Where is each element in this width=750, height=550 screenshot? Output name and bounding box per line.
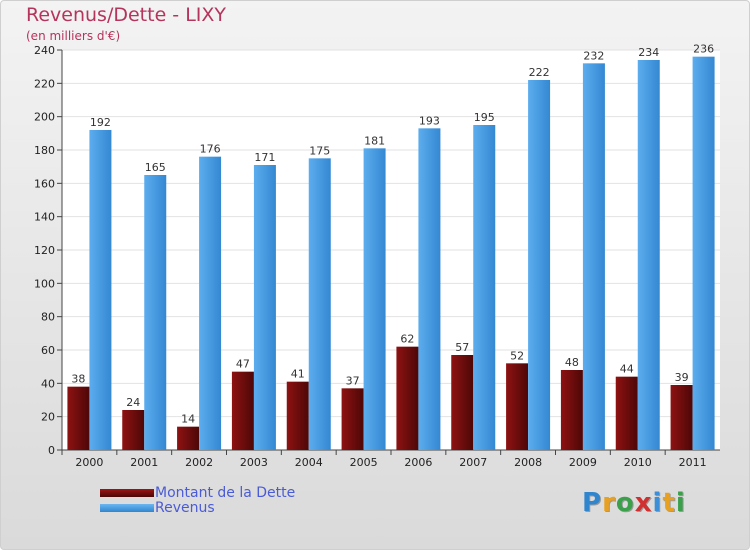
data-label: 192 xyxy=(90,116,111,129)
bar-dette xyxy=(560,370,583,450)
bar-revenus xyxy=(473,125,496,450)
x-tick-label: 2011 xyxy=(679,456,707,469)
bar-dette xyxy=(506,363,529,450)
bar-revenus xyxy=(253,165,276,450)
bar-dette xyxy=(341,388,364,450)
data-label: 39 xyxy=(675,371,689,384)
x-tick-label: 2003 xyxy=(240,456,268,469)
logo-letter: r xyxy=(602,488,616,518)
data-label: 175 xyxy=(309,144,330,157)
legend-label-revenus: Revenus xyxy=(155,500,215,516)
y-tick-label: 240 xyxy=(34,44,55,57)
proxiti-logo: Proxiti xyxy=(582,488,686,518)
data-label: 47 xyxy=(236,358,250,371)
data-label: 171 xyxy=(254,151,275,164)
bar-revenus xyxy=(637,60,660,450)
data-label: 181 xyxy=(364,134,385,147)
x-tick-label: 2009 xyxy=(569,456,597,469)
y-tick-label: 0 xyxy=(48,444,55,457)
data-label: 41 xyxy=(291,368,305,381)
bar-dette xyxy=(67,386,90,450)
bar-dette xyxy=(451,355,474,450)
bar-revenus xyxy=(144,175,167,450)
data-label: 234 xyxy=(638,46,659,59)
logo-letter: i xyxy=(652,488,663,518)
chart-subtitle: (en milliers d'€) xyxy=(26,29,121,43)
bar-dette xyxy=(177,426,200,450)
bar-dette xyxy=(615,376,638,450)
data-label: 37 xyxy=(346,374,360,387)
data-label: 24 xyxy=(126,396,140,409)
data-label: 193 xyxy=(419,114,440,127)
x-tick-label: 2000 xyxy=(75,456,103,469)
bar-dette xyxy=(670,385,693,450)
data-label: 52 xyxy=(510,349,524,362)
logo-letter: i xyxy=(675,488,686,518)
y-tick-label: 80 xyxy=(41,311,55,324)
bar-revenus xyxy=(418,128,441,451)
y-tick-label: 160 xyxy=(34,177,55,190)
y-tick-label: 100 xyxy=(34,277,55,290)
data-label: 165 xyxy=(145,161,166,174)
x-tick-label: 2006 xyxy=(404,456,432,469)
x-tick-label: 2004 xyxy=(295,456,323,469)
bar-revenus xyxy=(199,156,222,450)
y-tick-label: 180 xyxy=(34,144,55,157)
data-label: 62 xyxy=(400,333,414,346)
data-label: 14 xyxy=(181,413,195,426)
logo-letter: t xyxy=(662,488,676,518)
logo-letter: x xyxy=(634,488,653,518)
x-tick-label: 2008 xyxy=(514,456,542,469)
y-tick-label: 60 xyxy=(41,344,55,357)
x-tick-label: 2007 xyxy=(459,456,487,469)
bar-revenus xyxy=(528,80,551,450)
data-label: 232 xyxy=(583,49,604,62)
logo-letter: o xyxy=(615,488,635,518)
bar-dette xyxy=(286,381,309,450)
data-label: 176 xyxy=(200,143,221,156)
legend-swatch-revenus xyxy=(100,504,154,512)
y-tick-label: 200 xyxy=(34,111,55,124)
y-tick-label: 20 xyxy=(41,411,55,424)
y-tick-label: 220 xyxy=(34,77,55,90)
bar-revenus xyxy=(582,63,605,450)
logo-letter: P xyxy=(582,488,603,518)
x-tick-label: 2001 xyxy=(130,456,158,469)
bar-revenus xyxy=(692,56,715,451)
bar-revenus xyxy=(308,158,331,451)
x-tick-label: 2010 xyxy=(624,456,652,469)
legend-label-dette: Montant de la Dette xyxy=(155,485,296,501)
data-label: 195 xyxy=(474,111,495,124)
y-tick-label: 120 xyxy=(34,244,55,257)
data-label: 222 xyxy=(529,66,550,79)
y-tick-label: 40 xyxy=(41,377,55,390)
bar-revenus xyxy=(363,148,386,451)
x-tick-label: 2005 xyxy=(350,456,378,469)
bar-revenus xyxy=(89,130,112,450)
bar-dette xyxy=(396,346,419,450)
data-label: 236 xyxy=(693,43,714,56)
data-label: 57 xyxy=(455,341,469,354)
data-label: 44 xyxy=(620,363,634,376)
data-label: 38 xyxy=(71,373,85,386)
chart-title: Revenus/Dette - LIXY xyxy=(26,4,227,26)
bar-dette xyxy=(122,410,145,450)
data-label: 48 xyxy=(565,356,579,369)
bar-dette xyxy=(231,371,254,450)
legend-swatch-dette xyxy=(100,489,154,497)
x-tick-label: 2002 xyxy=(185,456,213,469)
y-tick-label: 140 xyxy=(34,211,55,224)
